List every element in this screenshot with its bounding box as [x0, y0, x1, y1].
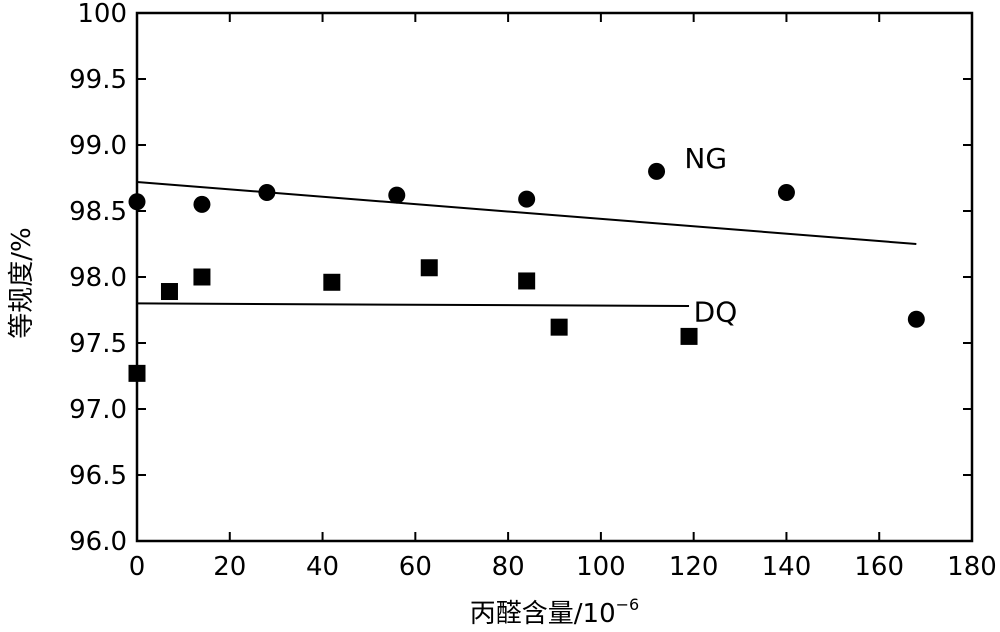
point-ng-6 [777, 184, 795, 202]
series-labels: NG DQ [684, 142, 737, 328]
y-tick-label-99-5: 99.5 [69, 65, 127, 95]
y-tick-label-99: 99.0 [69, 131, 127, 161]
y-axis-ticks: 96.0 96.5 97.0 97.5 98.0 98.5 99.0 99.5 100 [69, 0, 972, 557]
x-tick-label-20: 20 [213, 552, 246, 582]
point-ng-1 [193, 195, 211, 213]
point-ng-5 [648, 162, 666, 180]
y-tick-label-98-5: 98.5 [69, 197, 127, 227]
x-tick-label-80: 80 [492, 552, 525, 582]
x-tick-label-0: 0 [129, 552, 146, 582]
data-points [128, 162, 925, 382]
x-tick-label-160: 160 [854, 552, 904, 582]
x-tick-label-180: 180 [947, 552, 997, 582]
point-ng-2 [258, 184, 276, 202]
point-dq-1 [160, 283, 178, 301]
y-tick-label-97-5: 97.5 [69, 329, 127, 359]
point-dq-3 [323, 273, 341, 291]
point-dq-7 [680, 327, 698, 345]
x-axis-title-text: 丙醛含量/10 [470, 599, 616, 629]
x-tick-label-60: 60 [399, 552, 432, 582]
point-ng-7 [907, 310, 925, 328]
x-tick-label-140: 140 [762, 552, 812, 582]
trend-line-dq [136, 302, 690, 308]
x-axis-ticks: 0 20 40 60 80 100 120 140 160 180 [129, 13, 997, 582]
x-axis-title-exponent: −6 [616, 595, 640, 614]
series-label-ng: NG [684, 142, 727, 175]
point-dq-5 [518, 272, 536, 290]
y-tick-label-98: 98.0 [69, 263, 127, 293]
point-dq-4 [420, 259, 438, 277]
y-tick-label-97: 97.0 [69, 395, 127, 425]
x-tick-label-40: 40 [306, 552, 339, 582]
plot-area-frame [135, 11, 974, 543]
x-tick-label-100: 100 [576, 552, 626, 582]
point-dq-6 [550, 318, 568, 336]
y-axis-title: 等规度/% [7, 227, 37, 338]
x-axis-title: 丙醛含量/10−6 [470, 595, 639, 629]
y-tick-label-96: 96.0 [69, 527, 127, 557]
x-tick-label-120: 120 [669, 552, 719, 582]
point-ng-4 [518, 190, 536, 208]
y-axis-title-group: 等规度/% [7, 227, 37, 338]
point-ng-3 [388, 186, 406, 204]
series-label-dq: DQ [694, 295, 738, 328]
y-tick-label-100: 100 [77, 0, 127, 29]
point-dq-2 [193, 268, 211, 286]
y-tick-label-96-5: 96.5 [69, 461, 127, 491]
